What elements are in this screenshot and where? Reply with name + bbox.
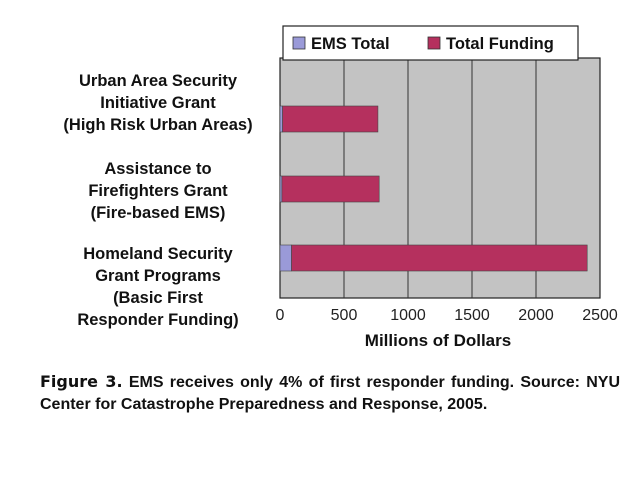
bar-ems-total-0 [279, 105, 283, 133]
x-tick-label: 1000 [390, 307, 426, 324]
x-tick-label: 1500 [454, 307, 490, 324]
x-tick-label: 500 [331, 307, 358, 324]
bar-total-funding-1 [281, 175, 380, 203]
figure-caption: Figure 3. EMS receives only 4% of first … [40, 371, 620, 416]
legend-label-total-funding: Total Funding [446, 35, 554, 53]
x-axis-title: Millions of Dollars [365, 331, 511, 350]
legend-swatch-ems-total [292, 36, 306, 50]
category-label-afg: Assistance to Firefighters Grant (Fire-b… [88, 160, 228, 222]
x-tick-label: 0 [276, 307, 285, 324]
x-tick-label: 2000 [518, 307, 554, 324]
bars [279, 105, 588, 272]
legend: EMS Total Total Funding [282, 25, 579, 61]
legend-label-ems-total: EMS Total [311, 35, 390, 53]
bar-total-funding-0 [282, 105, 379, 133]
category-label-hsgp: Homeland Security Grant Programs (Basic … [77, 245, 239, 329]
caption-text: EMS receives only 4% of first responder … [40, 374, 621, 413]
category-label-uasi: Urban Area Security Initiative Grant (Hi… [63, 72, 253, 134]
x-tick-labels: 0 500 1000 1500 2000 2500 [276, 307, 618, 324]
figure-label: Figure 3. [40, 372, 123, 391]
x-tick-label: 2500 [582, 307, 618, 324]
bar-total-funding-2 [291, 244, 588, 272]
legend-swatch-total-funding [427, 36, 441, 50]
bar-ems-total-2 [279, 244, 292, 272]
